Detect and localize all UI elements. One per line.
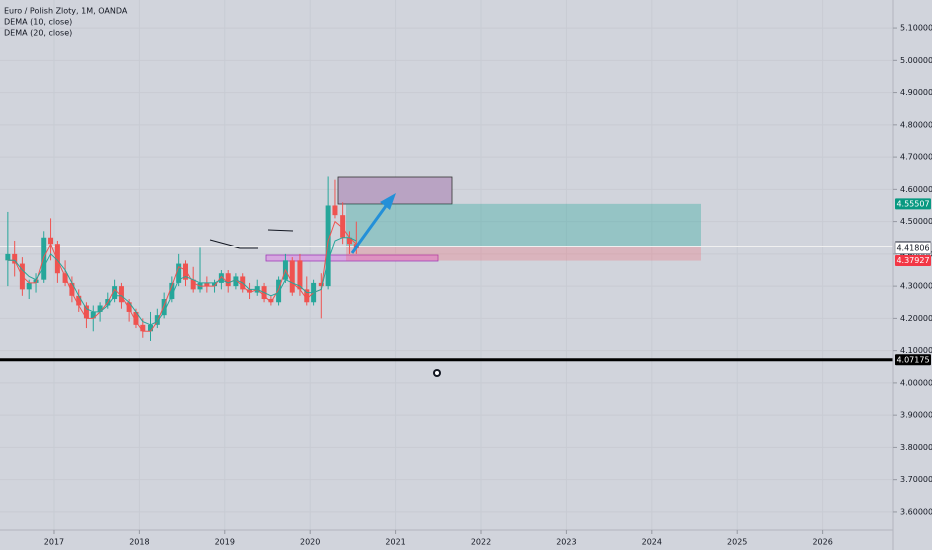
candle-body xyxy=(133,311,139,325)
y-tick-label: 3.60000 xyxy=(900,507,932,516)
y-tick-label: 4.10000 xyxy=(900,346,932,355)
candle-body xyxy=(12,253,18,264)
y-tick-label: 4.70000 xyxy=(900,153,932,162)
candle-body xyxy=(346,237,352,245)
target-box xyxy=(337,176,453,205)
x-tick-label: 2019 xyxy=(215,538,235,547)
candle-body xyxy=(76,295,82,306)
candle-body xyxy=(218,273,224,283)
dema-line xyxy=(7,220,357,332)
alarm-face xyxy=(435,371,439,375)
drawings xyxy=(0,176,893,362)
candle-body xyxy=(225,273,231,287)
x-tick-label: 2020 xyxy=(300,538,320,547)
x-tick-label: 2017 xyxy=(44,538,64,547)
x-tick-label: 2026 xyxy=(812,538,832,547)
candle-body xyxy=(297,260,303,290)
y-tick-label: 4.30000 xyxy=(900,282,932,291)
axes: 3.60000 3.70000 3.80000 3.90000 4.00000 4.100… xyxy=(44,24,932,547)
zone-box xyxy=(265,254,439,262)
candle-body xyxy=(289,260,295,293)
y-tick-label: 4.20000 xyxy=(900,314,932,323)
candle-body xyxy=(83,305,89,319)
legend-entry: DEMA (10, close) xyxy=(4,18,72,27)
arrow-shaft xyxy=(350,205,388,254)
y-tick-label: 3.80000 xyxy=(900,443,932,452)
plot xyxy=(5,176,359,341)
candle-body xyxy=(340,215,346,238)
candle-body xyxy=(62,273,68,283)
y-tick-label: 4.80000 xyxy=(900,120,932,129)
drawn-line xyxy=(267,229,294,232)
y-tick-label: 4.00000 xyxy=(900,378,932,387)
candle-body xyxy=(183,263,189,280)
candle-body xyxy=(97,305,103,312)
price-label: 4.41806 xyxy=(896,244,929,253)
loss-zone xyxy=(346,246,701,261)
x-tick-label: 2023 xyxy=(556,538,576,547)
candle-body xyxy=(147,324,153,332)
y-tick-label: 4.90000 xyxy=(900,88,932,97)
candle-body xyxy=(276,279,282,303)
dema-line xyxy=(7,237,357,326)
x-tick-label: 2021 xyxy=(385,538,405,547)
x-tick-label: 2022 xyxy=(471,538,491,547)
price-label: 4.07175 xyxy=(896,355,929,364)
y-tick-label: 5.00000 xyxy=(900,56,932,65)
candle-body xyxy=(304,289,310,303)
candle-body xyxy=(247,289,253,293)
candle-body xyxy=(5,253,11,261)
candle-body xyxy=(90,311,96,319)
candle-body xyxy=(26,282,32,290)
candle-body xyxy=(140,324,146,332)
candle-body xyxy=(118,286,124,303)
y-tick-label: 3.90000 xyxy=(900,411,932,420)
alarm-icon xyxy=(433,369,441,377)
candle-body xyxy=(112,286,118,300)
candle-body xyxy=(54,244,60,274)
arrow-head xyxy=(380,193,396,210)
x-tick-label: 2025 xyxy=(727,538,747,547)
legend-entry: DEMA (20, close) xyxy=(4,29,72,38)
candle-body xyxy=(154,315,160,325)
candle-body xyxy=(48,237,54,245)
candle-body xyxy=(69,282,75,296)
legend-title: Euro / Polish Zloty, 1M, OANDA xyxy=(4,7,128,16)
candle-body xyxy=(332,205,338,216)
price-label: 4.37927 xyxy=(896,256,929,265)
candle-body xyxy=(318,282,324,287)
candle-body xyxy=(233,276,239,287)
price-label: 4.55507 xyxy=(896,199,929,208)
price-label-bg xyxy=(895,354,931,366)
price-label-bg xyxy=(895,198,931,210)
arrow xyxy=(350,193,396,254)
y-tick-label: 4.50000 xyxy=(900,217,932,226)
x-tick-label: 2018 xyxy=(129,538,149,547)
candle-body xyxy=(204,282,210,287)
price-label-bg xyxy=(894,242,932,255)
y-tick-label: 4.60000 xyxy=(900,185,932,194)
candle-body xyxy=(176,263,182,283)
candle-body xyxy=(325,205,331,287)
x-tick-label: 2024 xyxy=(642,538,662,547)
profit-zone xyxy=(346,203,701,247)
candle-body xyxy=(190,279,196,290)
candle-body xyxy=(126,302,132,312)
candle-body xyxy=(268,299,274,303)
y-tick-label: 5.10000 xyxy=(900,24,932,33)
candle-body xyxy=(161,299,167,316)
candle-body xyxy=(169,282,175,300)
y-tick-label: 3.70000 xyxy=(900,475,932,484)
drawn-line xyxy=(209,239,258,249)
price-label-bg xyxy=(895,255,931,267)
candle-body xyxy=(212,282,218,287)
